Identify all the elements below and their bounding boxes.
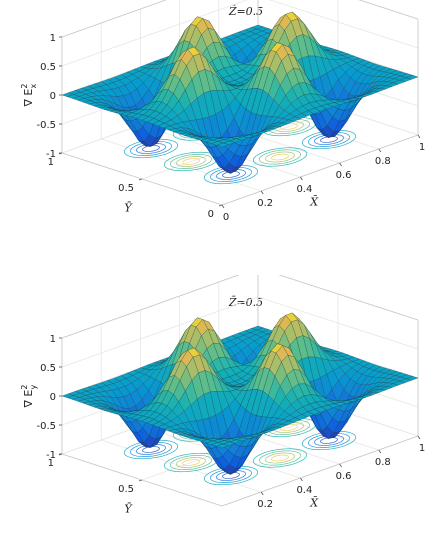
contour-ring: [163, 452, 219, 473]
contour-ring: [252, 147, 308, 167]
x-tick: [378, 449, 382, 454]
y-tick: [58, 152, 63, 155]
surface-mesh: [61, 312, 419, 475]
contour-ring: [170, 154, 212, 169]
x-axis-label: X̄: [309, 195, 319, 208]
chart-title: Z̄=0.5: [228, 5, 263, 18]
x-tick: [260, 190, 264, 195]
contour-ring: [176, 457, 206, 468]
contour-ring: [182, 459, 200, 466]
z-tick-label: 0: [50, 91, 56, 102]
surface-plot-bottom: Z̄=0.5 -1 -0.5 0 0.5 1 ∇ E2y 0.2 0.4 0.6 0.8 1 X̄ 0.5…: [20, 267, 425, 516]
z-tick-label: 0.5: [40, 62, 56, 73]
x-tick-label: 1: [419, 142, 425, 153]
contour-ring: [163, 151, 219, 172]
z-tick-label: -0.5: [36, 421, 56, 432]
contour-ring: [182, 158, 200, 165]
x-tick-label: 1: [419, 443, 425, 454]
y-tick-label: 1: [48, 458, 54, 469]
contour-ring: [265, 151, 295, 163]
x-tick-label: 0.6: [336, 170, 352, 181]
x-tick: [417, 134, 421, 139]
x-tick-label: 0.8: [375, 156, 391, 167]
y-axis-label: Ȳ: [124, 202, 133, 215]
y-axis: 0 0.5 1 Ȳ: [48, 152, 223, 220]
z-axis: -1 -0.5 0 0.5 1 ∇ E2x: [20, 33, 62, 160]
x-tick: [378, 148, 382, 153]
z-axis: -1 -0.5 0 0.5 1 ∇ E2y: [20, 334, 62, 461]
y-tick: [138, 178, 143, 181]
z-axis-label: ∇ E2y: [20, 385, 38, 409]
y-axis: 0.5 1 Ȳ: [48, 453, 143, 516]
x-tick: [300, 176, 303, 181]
y-tick-label: 0.5: [118, 183, 134, 194]
y-tick-label: 0: [208, 209, 214, 220]
x-tick-label: 0.4: [296, 485, 312, 496]
y-tick: [138, 479, 143, 482]
x-tick-label: 0.6: [336, 471, 352, 482]
contour-ring: [265, 452, 295, 464]
x-tick: [300, 477, 303, 482]
contour-ring: [176, 156, 206, 167]
x-tick: [339, 162, 342, 167]
contour-ring: [271, 454, 289, 462]
z-tick-label: 1: [50, 334, 56, 345]
x-tick: [417, 435, 421, 440]
chart-bottom: Z̄=0.5 -1 -0.5 0 0.5 1 ∇ E2y 0.2 0.4 0.6 0.8 1 X̄ 0.5…: [0, 267, 429, 550]
surface-patch: [216, 142, 230, 148]
x-tick: [260, 491, 264, 496]
y-tick-label: 0.5: [118, 484, 134, 495]
x-tick-label: 0.4: [296, 184, 312, 195]
surface-patch: [216, 443, 230, 449]
y-tick-label: 1: [48, 157, 54, 168]
chart-top: Z̄=0.5 -1 -0.5 0 0.5 1 ∇ E2x 0 0.2 0.4 0.6 0.8 1 X̄ 0 0…: [0, 0, 429, 275]
z-tick-label: -1: [46, 450, 56, 461]
contour-ring: [252, 448, 308, 468]
surface-mesh: [61, 11, 419, 174]
chart-title: Z̄=0.5: [228, 296, 263, 309]
x-tick-label: 0: [223, 212, 229, 223]
x-axis: 0 0.2 0.4 0.6 0.8 1 X̄: [221, 134, 425, 223]
z-tick-label: -1: [46, 149, 56, 160]
x-axis: 0.2 0.4 0.6 0.8 1 X̄: [257, 435, 425, 510]
y-tick: [218, 204, 223, 207]
y-axis-label: Ȳ: [124, 503, 133, 516]
z-tick-label: 0.5: [40, 363, 56, 374]
contour-ring: [271, 153, 289, 161]
x-tick-label: 0.8: [375, 457, 391, 468]
contour-ring: [259, 149, 301, 165]
contour-ring: [170, 455, 212, 470]
z-tick-label: 1: [50, 33, 56, 44]
x-tick-label: 0.2: [257, 499, 273, 510]
x-tick: [221, 204, 225, 209]
surface-plot-top: Z̄=0.5-1-0.500.51∇ E2x00.20.40.60.81X̄00…: [20, 0, 425, 223]
z-axis-label: ∇ E2x: [20, 84, 38, 108]
x-tick: [339, 463, 342, 468]
z-tick-label: -0.5: [36, 120, 56, 131]
z-tick-label: 0: [50, 392, 56, 403]
contour-ring: [259, 450, 301, 466]
x-axis-label: X̄: [309, 496, 319, 509]
x-tick-label: 0.2: [257, 198, 273, 209]
y-tick: [58, 453, 63, 456]
